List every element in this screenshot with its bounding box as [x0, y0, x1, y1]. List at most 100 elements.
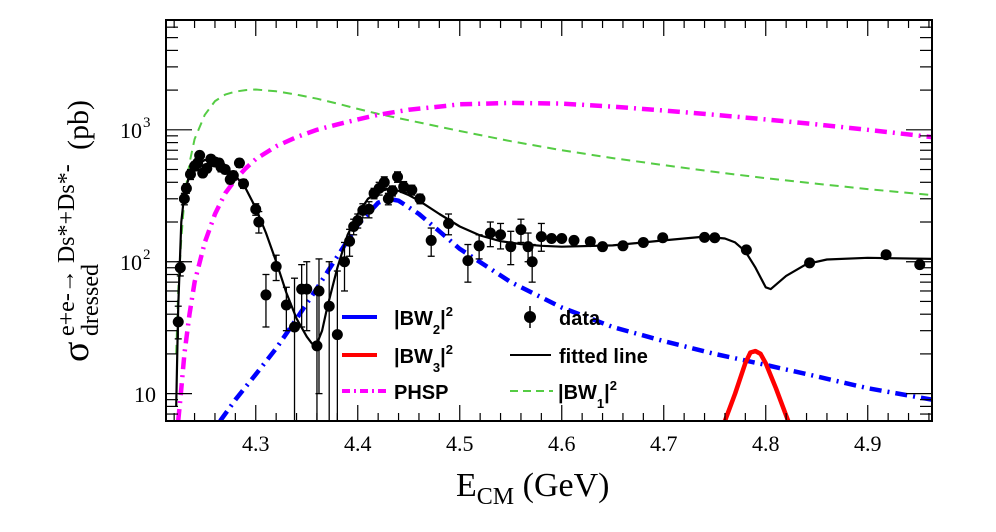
data-marker — [584, 236, 596, 248]
data-point — [172, 305, 184, 340]
data-point — [597, 241, 609, 253]
data-marker — [556, 232, 568, 244]
data-marker — [331, 329, 343, 341]
data-marker — [597, 241, 609, 253]
data-point — [709, 232, 721, 244]
data-marker — [250, 203, 262, 215]
data-point — [657, 232, 669, 244]
x-axis-title-main: E — [456, 467, 477, 504]
data-point — [201, 162, 213, 174]
data-marker — [914, 259, 926, 271]
data-marker — [201, 162, 213, 174]
data-point — [344, 228, 356, 257]
data-point — [880, 249, 892, 261]
x-tick-label: 4.7 — [650, 431, 678, 456]
data-marker — [311, 340, 323, 352]
series-line-fitted-line — [175, 158, 932, 407]
data-marker — [709, 232, 721, 244]
data-marker — [505, 241, 517, 253]
y-tick-label: 10 — [134, 382, 156, 407]
legend-label-bw3: |BW3|2 — [394, 342, 453, 375]
data-marker — [174, 262, 186, 274]
data-point — [617, 240, 629, 252]
data-point — [386, 185, 398, 197]
data-point — [180, 182, 192, 194]
legend-label-bw1: |BW1|2 — [558, 378, 617, 411]
data-point — [289, 277, 301, 421]
data-marker — [535, 231, 547, 243]
data-marker — [323, 300, 335, 312]
data-marker — [352, 215, 364, 227]
series-line-bw1-2 — [175, 88, 932, 354]
data-marker — [184, 168, 196, 180]
x-tick-label: 4.8 — [752, 431, 780, 456]
y-axis-title-main: σ — [55, 342, 97, 362]
data-marker — [260, 289, 272, 301]
x-tick-label: 4.5 — [446, 431, 474, 456]
data-marker — [178, 193, 190, 205]
x-axis-title-sub: CM — [477, 484, 514, 510]
y-tick-labels: 10 10 2 10 3 — [120, 115, 156, 407]
data-point — [313, 258, 325, 395]
data-marker — [657, 232, 669, 244]
x-axis-title-unit: (GeV) — [514, 467, 609, 504]
data-point — [253, 210, 265, 234]
data-marker — [473, 240, 485, 252]
legend-entry-bw1: |BW1|2 — [510, 378, 617, 411]
legend-label-data: data — [559, 308, 601, 330]
data-point — [526, 243, 538, 283]
data-marker — [378, 176, 390, 188]
data-marker — [363, 203, 375, 215]
x-tick-label: 4.3 — [242, 431, 270, 456]
data-marker — [617, 240, 629, 252]
y-tick-label: 10 — [120, 118, 142, 143]
data-point — [296, 264, 308, 328]
data-marker — [386, 185, 398, 197]
data-point — [280, 286, 292, 332]
legend-swatch-data-marker — [524, 311, 536, 323]
data-point — [535, 222, 547, 252]
data-marker — [546, 232, 558, 244]
data-point — [556, 232, 568, 244]
data-point — [250, 203, 262, 216]
x-tick-labels: 4.3 4.4 4.5 4.6 4.7 4.8 4.9 — [242, 431, 881, 456]
series-line-bw3-2 — [722, 348, 791, 421]
data-point — [260, 273, 272, 328]
data-marker — [699, 231, 711, 243]
data-marker — [804, 257, 816, 269]
data-marker — [289, 321, 301, 333]
y-axis-title: σ e+e-→ Ds*+Ds*- dressed (pb) — [54, 100, 104, 362]
data-point — [515, 218, 527, 244]
data-point — [484, 221, 496, 248]
data-marker — [238, 178, 250, 190]
x-tick-label: 4.9 — [854, 431, 882, 456]
data-point — [425, 227, 437, 257]
data-point — [311, 292, 323, 421]
data-marker — [425, 234, 437, 246]
data-point — [378, 176, 390, 189]
data-marker — [462, 255, 474, 267]
data-point — [227, 170, 239, 182]
y-axis-title-sup: e+e-→ Ds*+Ds*- — [54, 164, 80, 336]
y-axis-title-unit: (pb) — [62, 100, 95, 150]
data-point — [914, 259, 926, 271]
data-point — [233, 157, 245, 169]
data-point — [174, 261, 186, 277]
data-point — [270, 254, 282, 282]
x-tick-label: 4.6 — [548, 431, 576, 456]
data-point — [473, 234, 485, 260]
data-marker — [568, 234, 580, 246]
data-point — [637, 236, 649, 248]
data-marker — [495, 229, 507, 241]
data-marker — [338, 256, 350, 268]
legend-label-phsp: PHSP — [394, 382, 448, 404]
legend-entry-bw2: |BW2|2 — [342, 304, 453, 337]
data-marker — [880, 249, 892, 261]
data-point — [194, 149, 206, 161]
data-marker — [233, 157, 245, 169]
data-marker — [227, 170, 239, 182]
data-marker — [740, 244, 752, 256]
tick-layer — [166, 20, 932, 421]
data-point — [546, 232, 558, 244]
